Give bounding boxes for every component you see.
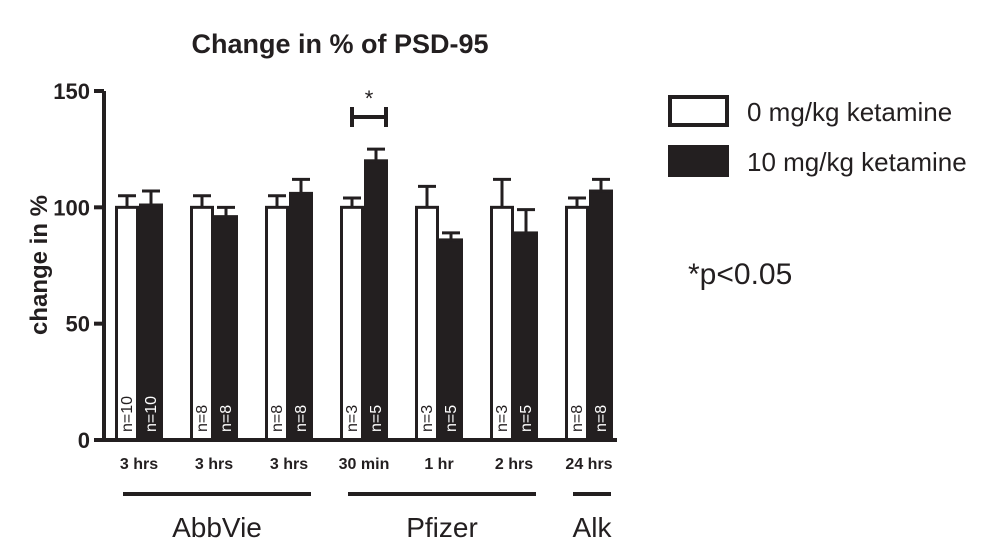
legend-label: 10 mg/kg ketamine bbox=[747, 147, 967, 177]
n-label: n=8 bbox=[218, 405, 235, 432]
group-label: AbbVie bbox=[172, 512, 262, 543]
x-tick-label: 3 hrs bbox=[270, 456, 308, 473]
black-bar bbox=[364, 159, 388, 442]
y-tick-label: 100 bbox=[53, 195, 90, 220]
n-label: n=10 bbox=[119, 396, 136, 432]
significance-star: * bbox=[365, 86, 374, 111]
n-label: n=5 bbox=[368, 405, 385, 432]
y-axis-label: change in % bbox=[26, 195, 53, 335]
n-label: n=5 bbox=[443, 405, 460, 432]
x-tick-label: 30 min bbox=[339, 456, 390, 473]
chart-title: Change in % of PSD-95 bbox=[191, 29, 488, 59]
n-label: n=5 bbox=[518, 405, 535, 432]
y-tick-label: 50 bbox=[66, 312, 90, 337]
n-label: n=3 bbox=[419, 405, 436, 432]
y-tick-label: 150 bbox=[53, 79, 90, 104]
x-tick-label: 1 hr bbox=[424, 456, 453, 473]
significance-note: *p<0.05 bbox=[688, 258, 792, 291]
n-label: n=8 bbox=[593, 405, 610, 432]
legend-swatch bbox=[668, 95, 729, 127]
n-label: n=3 bbox=[344, 405, 361, 432]
plot-area: 0 50 100 150 n=10 n=10 3 hrs n=8 n=8 3 hrs n=8 n=8 3… bbox=[53, 79, 617, 543]
black-bar bbox=[289, 191, 313, 442]
x-tick-label: 24 hrs bbox=[565, 456, 612, 473]
y-tick-label: 0 bbox=[78, 428, 90, 453]
n-label: n=8 bbox=[569, 405, 586, 432]
n-label: n=8 bbox=[194, 405, 211, 432]
n-label: n=8 bbox=[293, 405, 310, 432]
legend: 0 mg/kg ketamine 10 mg/kg ketamine bbox=[668, 95, 967, 177]
x-tick-label: 3 hrs bbox=[195, 456, 233, 473]
n-label: n=10 bbox=[143, 396, 160, 432]
black-bar bbox=[589, 189, 613, 442]
x-tick-label: 2 hrs bbox=[495, 456, 533, 473]
legend-label: 0 mg/kg ketamine bbox=[747, 97, 952, 127]
n-label: n=3 bbox=[494, 405, 511, 432]
x-tick-label: 3 hrs bbox=[120, 456, 158, 473]
group-label: Pfizer bbox=[406, 512, 478, 543]
legend-swatch bbox=[668, 145, 729, 177]
n-label: n=8 bbox=[269, 405, 286, 432]
group-label: Alk bbox=[573, 512, 613, 543]
